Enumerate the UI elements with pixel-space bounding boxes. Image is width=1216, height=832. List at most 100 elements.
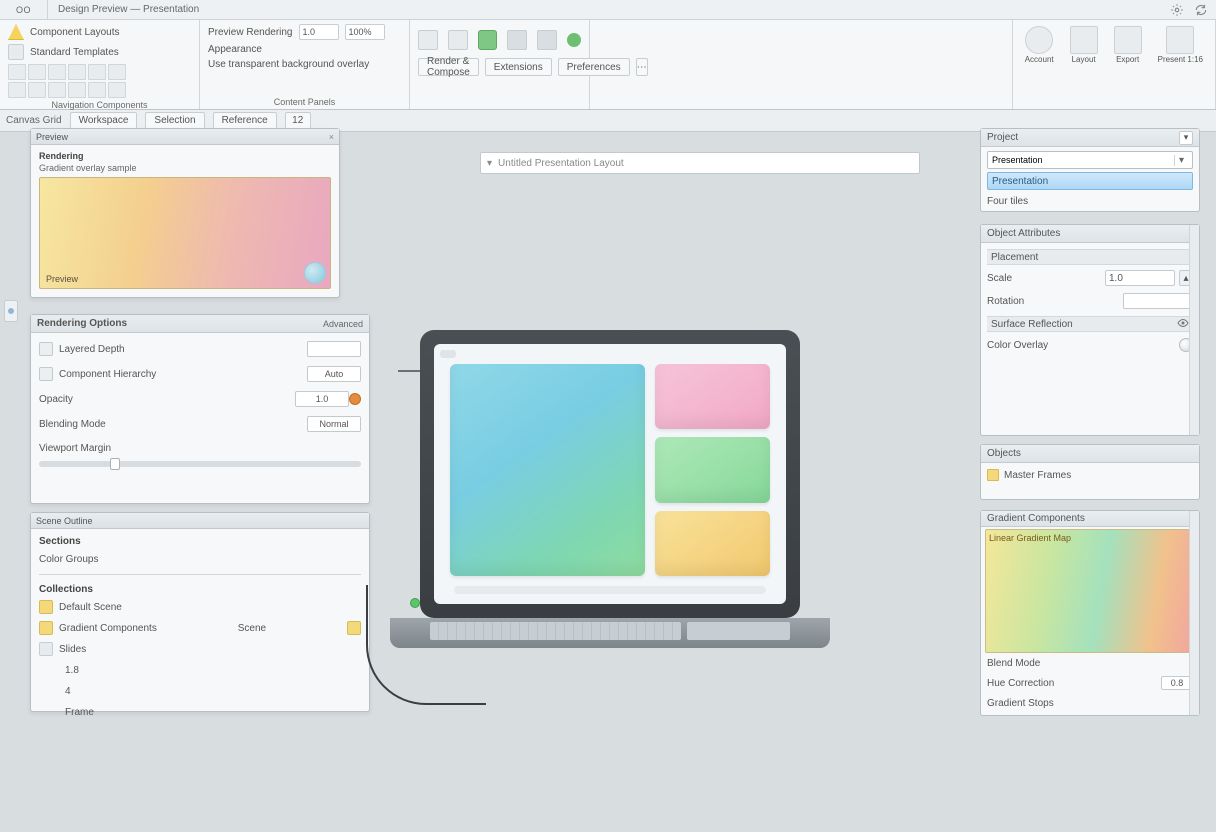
outline-group1-title: Sections	[39, 536, 361, 547]
warning-icon	[8, 24, 24, 40]
user-icon	[1025, 26, 1053, 54]
ribbon-nav-row1[interactable]: Component Layouts	[30, 27, 120, 38]
item-icon	[39, 642, 53, 656]
ribbon-tool-icon[interactable]	[507, 30, 527, 50]
ribbon-tab-prefs[interactable]: Preferences	[558, 58, 630, 76]
checkbox-icon[interactable]	[39, 367, 53, 381]
subbar-extra[interactable]: 12	[285, 112, 311, 130]
ribbon-tool-icon[interactable]	[537, 30, 557, 50]
project-selected-item[interactable]: Presentation	[987, 172, 1193, 190]
ribbon-tool-icon[interactable]	[448, 30, 468, 50]
ribbon-group2-title: Content Panels	[208, 95, 401, 107]
trackpad-icon	[687, 622, 790, 640]
ribbon-layout[interactable]: Layout	[1066, 24, 1102, 107]
objects-item[interactable]: Master Frames	[987, 467, 1193, 483]
outline-item[interactable]: 4	[39, 682, 361, 700]
ribbon-tab-ext[interactable]: Extensions	[485, 58, 552, 76]
ribbon-account[interactable]: Account	[1021, 24, 1058, 107]
color-footer1: Blend Mode	[987, 658, 1040, 669]
color-gradient-swatch[interactable]	[985, 529, 1195, 653]
refresh-icon[interactable]	[1194, 3, 1208, 17]
ribbon-template-grid[interactable]	[8, 64, 191, 98]
outline-item[interactable]: 1.8	[39, 661, 361, 679]
property-field[interactable]	[1123, 293, 1193, 309]
subbar-tab-reference[interactable]: Reference	[213, 112, 277, 130]
ribbon-tool-green-icon[interactable]	[478, 30, 498, 50]
property-row[interactable]: Rotation	[987, 291, 1193, 311]
color-gradient-label: Linear Gradient Map	[989, 533, 1071, 543]
settings-row[interactable]: Opacity 1.0	[39, 389, 361, 409]
outline-item[interactable]: Slides	[39, 640, 361, 658]
project-search[interactable]: ▾	[987, 151, 1193, 169]
properties-section: Surface Reflection	[987, 316, 1193, 332]
canvas-title-field[interactable]: ▾ Untitled Presentation Layout	[480, 152, 920, 174]
ribbon-tab-render[interactable]: Render & Compose	[418, 58, 479, 76]
settings-row-label: Blending Mode	[39, 419, 307, 430]
color-preview-title: Gradient Components	[987, 513, 1085, 524]
settings-row-value[interactable]: Normal	[307, 416, 361, 432]
subbar-tab-selection[interactable]: Selection	[145, 112, 204, 130]
folder-icon	[987, 469, 999, 481]
preview-panel-title: Preview	[36, 132, 68, 142]
ribbon-content-line3: Use transparent background overlay	[208, 59, 369, 70]
project-line: Four tiles	[987, 193, 1193, 209]
outline-item[interactable]: Default Scene	[39, 598, 361, 616]
sidebar-rail-icon[interactable]	[4, 300, 18, 322]
settings-row[interactable]: Component Hierarchy Auto	[39, 364, 361, 384]
folder-icon	[39, 621, 53, 635]
settings-row[interactable]: Blending Mode Normal	[39, 414, 361, 434]
properties-title: Object Attributes	[987, 228, 1060, 239]
ribbon-tab-more[interactable]: ⋯	[636, 58, 648, 76]
present-icon	[1166, 26, 1194, 54]
property-row[interactable]: Color Overlay	[987, 335, 1193, 355]
subbar-tab-workspace[interactable]: Workspace	[70, 112, 138, 130]
ribbon-tool-green-dot-icon[interactable]	[567, 33, 581, 47]
settings-row-value[interactable]	[307, 341, 361, 357]
eye-icon[interactable]	[1177, 317, 1189, 332]
ribbon-export[interactable]: Export	[1110, 24, 1146, 107]
settings-row-label: Opacity	[39, 394, 295, 405]
slider-knob[interactable]	[110, 458, 120, 470]
outline-item[interactable]: Gradient Components Scene	[39, 619, 361, 637]
checkbox-icon[interactable]	[39, 342, 53, 356]
properties-section: Placement	[987, 249, 1193, 265]
outline-item[interactable]: Frame	[39, 703, 361, 721]
outline-panel-title: Scene Outline	[36, 516, 93, 526]
ribbon-zoom-field[interactable]: 100%	[345, 24, 385, 40]
settings-row-value[interactable]: Auto	[307, 366, 361, 382]
ribbon-group1-title: Navigation Components	[8, 98, 191, 110]
subbar-label: Canvas Grid	[6, 115, 62, 126]
laptop-cable	[366, 585, 486, 705]
color-footer2-label: Hue Correction	[987, 678, 1054, 689]
property-label: Rotation	[987, 296, 1119, 307]
preview-heading: Rendering	[39, 151, 331, 161]
color-preview-panel: Gradient Components Linear Gradient Map …	[980, 510, 1200, 716]
ribbon-tool-icon[interactable]	[418, 30, 438, 50]
outline-item-label: Slides	[59, 644, 86, 655]
ribbon-present[interactable]: Present 1:16	[1154, 24, 1207, 107]
property-row[interactable]: Scale 1.0 ▴	[987, 268, 1193, 288]
ribbon-scale-field[interactable]: 1.0	[299, 24, 339, 40]
folder-icon	[39, 600, 53, 614]
close-icon[interactable]: ×	[329, 132, 334, 142]
color-dot-icon[interactable]	[349, 393, 361, 405]
preview-gradient-swatch: Preview	[39, 177, 331, 289]
chevron-down-icon[interactable]: ▾	[1174, 155, 1188, 166]
settings-row[interactable]: Layered Depth	[39, 339, 361, 359]
outline-item-label: Default Scene	[59, 602, 122, 613]
gear-icon[interactable]	[1170, 3, 1184, 17]
ribbon-nav-row2[interactable]: Standard Templates	[30, 47, 119, 58]
project-search-input[interactable]	[992, 155, 1174, 165]
preview-orb-icon[interactable]	[304, 262, 326, 284]
status-dot-icon	[410, 598, 420, 608]
scrollbar[interactable]	[1189, 511, 1199, 715]
property-field[interactable]: 1.0	[1105, 270, 1175, 286]
settings-slider[interactable]	[39, 461, 361, 467]
outline-item-label: 4	[65, 686, 71, 697]
scrollbar[interactable]	[1189, 225, 1199, 435]
chevron-down-icon[interactable]: ▾	[1179, 131, 1193, 145]
settings-row-label: Component Hierarchy	[59, 369, 307, 380]
ribbon-content-line1: Preview Rendering	[208, 27, 293, 38]
preview-panel: Preview × Rendering Gradient overlay sam…	[30, 128, 340, 298]
settings-row-value[interactable]: 1.0	[295, 391, 349, 407]
